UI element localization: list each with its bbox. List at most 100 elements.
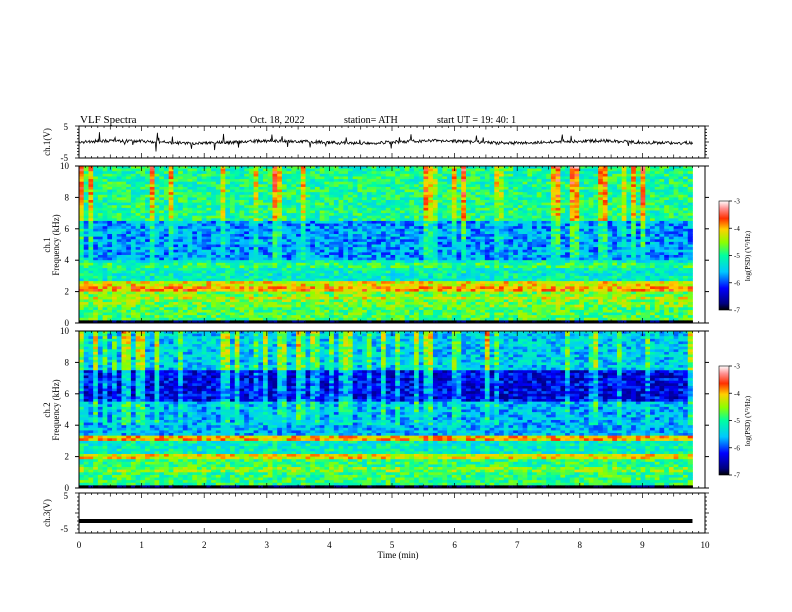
- spectrogram-cell: [640, 252, 646, 256]
- spectrogram-cell: [381, 176, 387, 180]
- spectrogram-cell: [555, 223, 561, 227]
- spectrogram-cell: [499, 166, 505, 170]
- spectrogram-cell: [352, 215, 358, 219]
- spectrogram-cell: [404, 176, 410, 180]
- spectrogram-cell: [357, 200, 363, 204]
- spectrogram-cell: [437, 200, 443, 204]
- spectrogram-cell: [329, 181, 335, 185]
- spectrogram-cell: [640, 262, 646, 266]
- spectrogram-cell: [329, 220, 335, 224]
- spectrogram-cell: [277, 194, 283, 198]
- spectrogram-cell: [168, 181, 174, 185]
- spectrogram-cell: [536, 200, 542, 204]
- spectrogram-cell: [272, 168, 278, 172]
- spectrogram-cell: [173, 213, 179, 217]
- spectrogram-cell: [409, 192, 415, 196]
- spectrogram-cell: [517, 202, 523, 206]
- spectrogram-cell: [333, 234, 339, 238]
- spectrogram-cell: [324, 166, 330, 170]
- spectrogram-cell: [145, 192, 151, 196]
- spectrogram-cell: [145, 223, 151, 227]
- spectrogram-cell: [527, 189, 533, 193]
- spectrogram-cell: [546, 173, 552, 177]
- spectrogram-cell: [517, 205, 523, 209]
- spectrogram-cell: [220, 236, 226, 240]
- spectrogram-cell: [484, 184, 490, 188]
- spectrogram-cell: [329, 189, 335, 193]
- spectrogram-cell: [626, 239, 632, 243]
- spectrogram-cell: [88, 218, 94, 222]
- spectrogram-cell: [286, 247, 292, 251]
- spectrogram-cell: [366, 239, 372, 243]
- spectrogram-cell: [432, 247, 439, 251]
- spectrogram-cell: [145, 189, 151, 193]
- spectrogram-cell: [83, 252, 89, 256]
- spectrogram-cell: [687, 260, 693, 264]
- spectrogram-cell: [579, 207, 585, 211]
- spectrogram-cell: [536, 220, 542, 224]
- spectrogram-cell: [631, 197, 637, 201]
- spectrogram-cell: [376, 207, 382, 211]
- spectrogram-cell: [234, 207, 240, 211]
- spectrogram-cell: [277, 252, 283, 256]
- spectrogram-cell: [135, 254, 141, 258]
- spectrogram-cell: [126, 213, 132, 217]
- spectrogram-cell: [366, 186, 372, 190]
- spectrogram-cell: [621, 218, 627, 222]
- spectrogram-cell: [508, 202, 514, 206]
- spectrogram-cell: [404, 194, 410, 198]
- spectrogram-cell: [678, 247, 684, 251]
- spectrogram-cell: [418, 189, 424, 193]
- spectrogram-cell: [215, 197, 221, 201]
- spectrogram-cell: [347, 181, 354, 185]
- spectrogram-cell: [329, 239, 335, 243]
- spectrogram-cell: [631, 189, 637, 193]
- spectrogram-cell: [499, 241, 505, 245]
- spectrogram-cell: [93, 197, 99, 201]
- spectrogram-cell: [550, 249, 557, 253]
- spectrogram-cell: [612, 247, 618, 251]
- spectrogram-cell: [376, 252, 382, 256]
- spectrogram-cell: [475, 260, 481, 264]
- spectrogram-cell: [616, 168, 623, 172]
- spectrogram-cell: [277, 257, 283, 261]
- spectrogram-cell: [503, 200, 509, 204]
- spectrogram-cell: [517, 200, 523, 204]
- spectrogram-cell: [173, 205, 179, 209]
- spectrogram-cell: [281, 186, 288, 190]
- spectrogram-cell: [234, 176, 240, 180]
- spectrogram-cell: [437, 223, 443, 227]
- spectrogram-cell: [668, 200, 674, 204]
- spectrogram-cell: [678, 200, 684, 204]
- spectrogram-cell: [211, 189, 217, 193]
- spectrogram-cell: [324, 262, 330, 266]
- spectrogram-cell: [381, 166, 387, 170]
- spectrogram-cell: [140, 241, 146, 245]
- spectrogram-cell: [310, 186, 316, 190]
- spectrogram-cell: [338, 218, 344, 222]
- spectrogram-cell: [560, 260, 566, 264]
- spectrogram-cell: [244, 218, 250, 222]
- spectrogram-cell: [616, 234, 623, 238]
- spectrogram-cell: [126, 171, 132, 175]
- spectrogram-cell: [296, 254, 302, 258]
- spectrogram-cell: [263, 173, 269, 177]
- spectrogram-cell: [470, 186, 476, 190]
- spectrogram-cell: [347, 231, 354, 235]
- spectrogram-cell: [668, 189, 674, 193]
- spectrogram-cell: [404, 173, 410, 177]
- spectrogram-cell: [423, 244, 429, 248]
- spectrogram-cell: [206, 207, 212, 211]
- spectrogram-cell: [145, 171, 151, 175]
- spectrogram-cell: [546, 197, 552, 201]
- spectrogram-cell: [631, 252, 637, 256]
- spectrogram-cell: [607, 231, 613, 235]
- spectrogram-cell: [371, 213, 377, 217]
- spectrogram-cell: [668, 181, 674, 185]
- spectrogram-cell: [503, 166, 509, 170]
- spectrogram-cell: [300, 181, 306, 185]
- spectrogram-cell: [456, 228, 462, 232]
- spectrogram-cell: [409, 213, 415, 217]
- spectrogram-cell: [97, 236, 103, 240]
- spectrogram-cell: [461, 252, 467, 256]
